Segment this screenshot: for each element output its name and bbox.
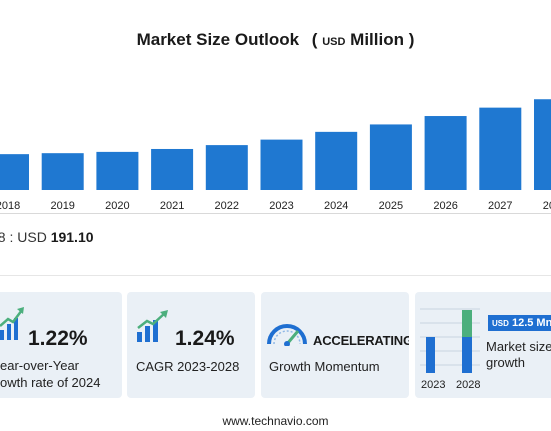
momentum-card: ACCELERATING Growth Momentum <box>261 292 409 398</box>
title-currency: USD <box>322 36 346 48</box>
x-tick-label-2020: 2020 <box>105 200 129 212</box>
momentum-label: Growth Momentum <box>269 359 380 374</box>
x-tick-label-2021: 2021 <box>160 200 184 212</box>
growth-badge: USD 12.5 Mn <box>488 315 551 331</box>
bar-2019 <box>41 153 84 190</box>
title-unit: Million <box>350 30 404 49</box>
base-year-prefix: 18 : USD <box>0 229 47 245</box>
bar-2024 <box>315 131 358 190</box>
growth-card: 2023 2028 USD 12.5 Mn Market size growth <box>415 292 551 398</box>
growth-year-b: 2028 <box>456 379 481 391</box>
market-size-bar-chart: 2018 2019 2020 2021 2022 2023 2024 2025 2026 2027… <box>0 99 551 212</box>
bar-2028-increment <box>462 310 472 337</box>
x-tick-label-2025: 2025 <box>379 200 403 212</box>
bar-2028-base <box>462 337 472 373</box>
cagr-card: 1.24% CAGR 2023-2028 <box>127 292 255 398</box>
growth-label-line2: growth <box>486 355 526 370</box>
bar-2020 <box>96 151 139 190</box>
cagr-label: CAGR 2023-2028 <box>136 359 240 374</box>
bar-2023 <box>426 337 435 373</box>
growth-comparison-icon <box>420 308 480 373</box>
bar-2025 <box>369 124 412 190</box>
bar-2018 <box>0 154 29 190</box>
bar-2028 <box>534 99 551 190</box>
x-tick-label-2024: 2024 <box>324 200 348 212</box>
chart-title-main: Market Size Outlook <box>136 30 300 49</box>
x-tick-label-2022: 2022 <box>215 200 239 212</box>
chart-title: Market Size Outlook ( USD Million ) <box>0 30 551 50</box>
yoy-value: 1.22% <box>28 327 88 350</box>
growth-chart-icon <box>0 307 24 340</box>
footer-url: www.technavio.com <box>222 414 329 428</box>
speedometer-icon <box>267 324 307 346</box>
momentum-status: ACCELERATING <box>313 333 409 348</box>
growth-label-line1: Market size <box>486 339 551 354</box>
chart-title-unit: ( USD Million ) <box>311 30 415 49</box>
x-tick-label-2027: 2027 <box>488 200 512 212</box>
yoy-label-line2: owth rate of 2024 <box>0 375 101 390</box>
x-tick-label-2023: 2023 <box>269 200 293 212</box>
x-tick-label-2018: 2018 <box>0 200 20 212</box>
base-year-value: 18 : USD 191.10 <box>0 229 94 245</box>
x-tick-label-2019: 2019 <box>50 200 74 212</box>
x-tick-label-2028: 2028 <box>543 200 551 212</box>
growth-year-a: 2023 <box>421 379 446 391</box>
cagr-value: 1.24% <box>175 327 235 350</box>
bar-2023 <box>260 139 303 190</box>
section-divider <box>0 275 551 276</box>
chart-divider <box>0 213 551 214</box>
bar-2022 <box>205 145 248 190</box>
bar-2021 <box>151 148 194 190</box>
x-tick-label-2026: 2026 <box>433 200 457 212</box>
growth-badge-currency: USD <box>492 319 509 328</box>
bar-2027 <box>479 107 522 190</box>
bar-2026 <box>424 116 467 190</box>
yoy-label-line1: ear-over-Year <box>0 358 80 373</box>
growth-badge-value: 12.5 Mn <box>511 317 551 329</box>
yoy-card: 1.22% ear-over-Year owth rate of 2024 <box>0 292 122 398</box>
cagr-chart-icon <box>137 310 168 342</box>
base-year-amount: 191.10 <box>50 229 94 245</box>
